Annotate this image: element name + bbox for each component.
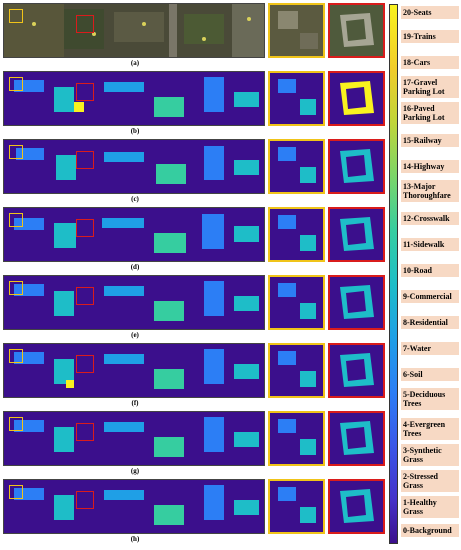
classification-map-d — [3, 207, 265, 262]
legend-item: 14-Highway — [401, 160, 459, 173]
highlight-box-yellow — [9, 77, 23, 91]
zoom-yellow-d — [268, 207, 325, 262]
legend-item: 6-Soil — [401, 368, 459, 381]
legend: 20-Seats 19-Trains 18-Cars 17-Gravel Par… — [389, 4, 459, 544]
legend-item: 15-Railway — [401, 134, 459, 147]
row-d: (d) — [0, 207, 390, 275]
classification-map-f — [3, 343, 265, 398]
caption-c: (c) — [131, 195, 139, 203]
caption-h: (h) — [130, 535, 140, 543]
zoom-yellow-c — [268, 139, 325, 194]
zoom-red-g — [328, 411, 385, 466]
legend-item: 3-Synthetic Grass — [401, 444, 459, 466]
legend-item: 18-Cars — [401, 56, 459, 69]
highlight-box-red — [76, 355, 94, 373]
zoom-red-c — [328, 139, 385, 194]
legend-item: 4-Evergreen Trees — [401, 418, 459, 440]
legend-item: 13-Major Thoroughfare — [401, 180, 459, 202]
highlight-box-yellow — [9, 485, 23, 499]
highlight-box-yellow — [9, 145, 23, 159]
row-h: (h) — [0, 479, 390, 547]
colorbar — [389, 4, 398, 544]
caption-d: (d) — [130, 263, 140, 271]
legend-item: 12-Crosswalk — [401, 212, 459, 225]
highlight-box-red — [76, 423, 94, 441]
legend-item: 11-Sidewalk — [401, 238, 459, 251]
zoom-yellow-rgb — [268, 3, 325, 58]
row-b: (b) — [0, 71, 390, 139]
legend-item: 9-Commercial — [401, 290, 459, 303]
highlight-box-yellow — [9, 349, 23, 363]
highlight-box-red — [76, 83, 94, 101]
row-f: (f) — [0, 343, 390, 411]
row-e: (e) — [0, 275, 390, 343]
legend-item: 8-Residential — [401, 316, 459, 329]
caption-g: (g) — [130, 467, 140, 475]
classification-map-b — [3, 71, 265, 126]
zoom-yellow-f — [268, 343, 325, 398]
legend-item: 16-Paved Parking Lot — [401, 102, 459, 124]
legend-item: 1-Healthy Grass — [401, 496, 459, 518]
row-c: (c) — [0, 139, 390, 207]
highlight-box-red — [76, 15, 94, 33]
zoom-yellow-b — [268, 71, 325, 126]
classification-map-c — [3, 139, 265, 194]
classification-map-g — [3, 411, 265, 466]
legend-item: 19-Trains — [401, 30, 459, 43]
highlight-box-red — [76, 151, 94, 169]
zoom-yellow-e — [268, 275, 325, 330]
highlight-box-yellow — [9, 417, 23, 431]
highlight-box-yellow — [9, 213, 23, 227]
rgb-image — [3, 3, 265, 58]
classification-map-e — [3, 275, 265, 330]
legend-item: 2-Stressed Grass — [401, 470, 459, 492]
zoom-red-h — [328, 479, 385, 534]
legend-item: 0-Background — [401, 524, 459, 537]
zoom-red-rgb — [328, 3, 385, 58]
zoom-yellow-h — [268, 479, 325, 534]
zoom-red-d — [328, 207, 385, 262]
legend-item: 20-Seats — [401, 6, 459, 19]
zoom-red-f — [328, 343, 385, 398]
zoom-red-e — [328, 275, 385, 330]
caption-b: (b) — [130, 127, 140, 135]
caption-f: (f) — [131, 399, 139, 407]
highlight-box-yellow — [9, 281, 23, 295]
caption-e: (e) — [131, 331, 139, 339]
highlight-box-red — [76, 287, 94, 305]
legend-item: 7-Water — [401, 342, 459, 355]
classification-map-h — [3, 479, 265, 534]
caption-a: (a) — [130, 59, 140, 67]
row-g: (g) — [0, 411, 390, 479]
legend-item: 17-Gravel Parking Lot — [401, 76, 459, 98]
highlight-box-yellow — [9, 9, 23, 23]
zoom-yellow-g — [268, 411, 325, 466]
highlight-box-red — [76, 491, 94, 509]
row-a: (a) — [0, 3, 390, 71]
legend-item: 10-Road — [401, 264, 459, 277]
legend-item: 5-Deciduous Trees — [401, 388, 459, 410]
highlight-box-red — [76, 219, 94, 237]
zoom-red-b — [328, 71, 385, 126]
